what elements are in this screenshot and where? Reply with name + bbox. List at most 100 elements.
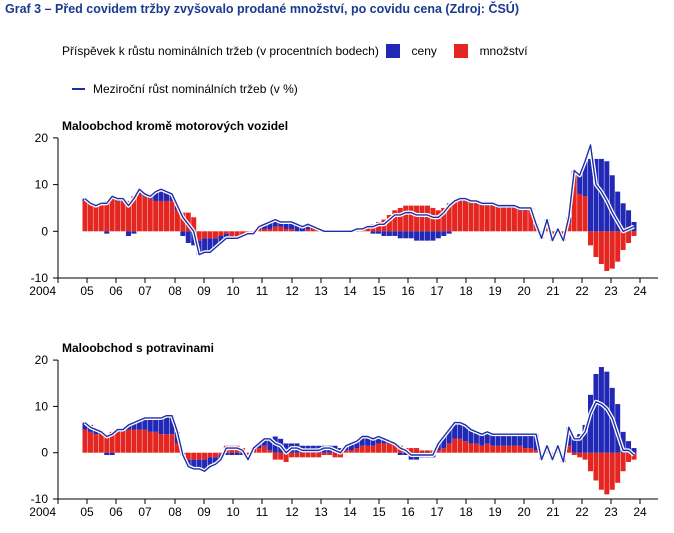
bar-mnozstvi <box>376 443 382 453</box>
bar-ceny <box>147 417 153 432</box>
bar-mnozstvi <box>125 200 131 232</box>
bar-mnozstvi <box>147 431 153 453</box>
bar-ceny <box>490 434 496 446</box>
bar-mnozstvi <box>191 217 197 232</box>
bar-ceny <box>609 175 615 232</box>
x-tick-label: 11 <box>256 284 269 298</box>
bar-mnozstvi <box>131 429 137 453</box>
bar-mnozstvi <box>620 452 626 472</box>
bar-mnozstvi <box>517 210 523 232</box>
bar-mnozstvi <box>571 452 577 456</box>
bar-mnozstvi <box>278 452 284 460</box>
x-tick-label: 24 <box>633 505 647 519</box>
bar-ceny <box>631 448 637 453</box>
bar-ceny <box>626 210 632 232</box>
x-tick-label: 13 <box>314 284 328 298</box>
bar-mnozstvi <box>202 231 208 239</box>
bar-mnozstvi <box>593 231 599 257</box>
bar-ceny <box>495 434 501 446</box>
bar-mnozstvi <box>424 205 430 232</box>
bar-mnozstvi <box>468 203 474 232</box>
bar-mnozstvi <box>631 452 637 460</box>
bar-ceny <box>289 221 295 229</box>
bar-mnozstvi <box>256 448 262 453</box>
bar-ceny <box>615 191 621 232</box>
bar-mnozstvi <box>430 207 436 232</box>
bar-mnozstvi <box>549 452 555 456</box>
bar-mnozstvi <box>234 231 240 236</box>
bar-mnozstvi <box>577 452 583 458</box>
bar-mnozstvi <box>98 203 104 232</box>
bar-mnozstvi <box>109 198 115 232</box>
x-tick-label: 06 <box>109 284 123 298</box>
bar-ceny <box>223 233 229 239</box>
x-tick-label: 16 <box>401 505 415 519</box>
bar-ceny <box>397 452 403 456</box>
bar-mnozstvi <box>343 450 349 453</box>
bar-mnozstvi <box>196 452 202 460</box>
bar-ceny <box>218 235 224 243</box>
series-line-mezirocni-rust <box>84 144 635 256</box>
y-tick-label: 0 <box>41 446 48 460</box>
bar-mnozstvi <box>191 452 197 460</box>
bar-mnozstvi <box>408 205 414 232</box>
x-tick-label: 11 <box>256 505 269 519</box>
bar-ceny <box>522 434 528 449</box>
bar-mnozstvi <box>218 231 224 236</box>
bar-ceny <box>376 231 382 234</box>
bar-ceny <box>370 231 376 234</box>
bar-mnozstvi <box>582 196 588 232</box>
bar-mnozstvi <box>566 221 572 232</box>
bar-mnozstvi <box>473 203 479 232</box>
bar-ceny <box>528 434 534 449</box>
bar-mnozstvi <box>153 431 159 453</box>
x-tick-label: 21 <box>546 284 560 298</box>
chart-title: Graf 3 – Před covidem tržby zvyšovalo pr… <box>5 2 520 16</box>
bar-mnozstvi <box>414 205 420 232</box>
bar-ceny <box>435 231 441 239</box>
bar-mnozstvi <box>283 228 289 232</box>
x-tick-label: 16 <box>401 284 415 298</box>
bar-mnozstvi <box>82 200 88 232</box>
bar-mnozstvi <box>446 443 452 453</box>
bar-mnozstvi <box>506 207 512 232</box>
bar-ceny <box>180 231 186 236</box>
bar-mnozstvi <box>435 210 441 232</box>
bar-mnozstvi <box>446 203 452 232</box>
x-tick-label: 2004 <box>29 505 56 519</box>
bar-ceny <box>484 431 490 444</box>
bar-mnozstvi <box>533 450 539 453</box>
bar-ceny <box>381 231 387 236</box>
bar-mnozstvi <box>359 445 365 453</box>
bar-mnozstvi <box>240 231 246 236</box>
x-tick-label: 13 <box>314 505 328 519</box>
bar-mnozstvi <box>582 452 588 460</box>
bar-mnozstvi <box>332 452 338 458</box>
bar-mnozstvi <box>479 445 485 453</box>
bar-mnozstvi <box>142 196 148 232</box>
bar-mnozstvi <box>511 207 517 232</box>
bar-mnozstvi <box>435 450 441 453</box>
y-tick-label: -10 <box>31 492 49 506</box>
bar-mnozstvi <box>136 193 142 232</box>
bar-ceny <box>441 231 447 236</box>
bar-mnozstvi <box>457 438 463 453</box>
bar-mnozstvi <box>392 443 398 453</box>
bar-mnozstvi <box>272 226 278 232</box>
legend-bars: Příspěvek k růstu nominálních tržeb (v p… <box>62 44 528 58</box>
x-tick-label: 23 <box>604 505 618 519</box>
x-tick-label: 20 <box>517 505 531 519</box>
bar-mnozstvi <box>180 212 186 232</box>
bar-mnozstvi <box>164 434 170 453</box>
bar-mnozstvi <box>354 448 360 453</box>
bar-ceny <box>577 434 583 453</box>
bar-mnozstvi <box>386 443 392 453</box>
x-tick-label: 17 <box>430 505 444 519</box>
bar-ceny <box>582 161 588 197</box>
legend-line-swatch <box>72 88 85 90</box>
bar-mnozstvi <box>212 231 218 239</box>
bar-mnozstvi <box>93 205 99 232</box>
y-tick-label: 10 <box>35 399 49 413</box>
bar-ceny <box>517 434 523 446</box>
bar-ceny <box>598 367 604 453</box>
